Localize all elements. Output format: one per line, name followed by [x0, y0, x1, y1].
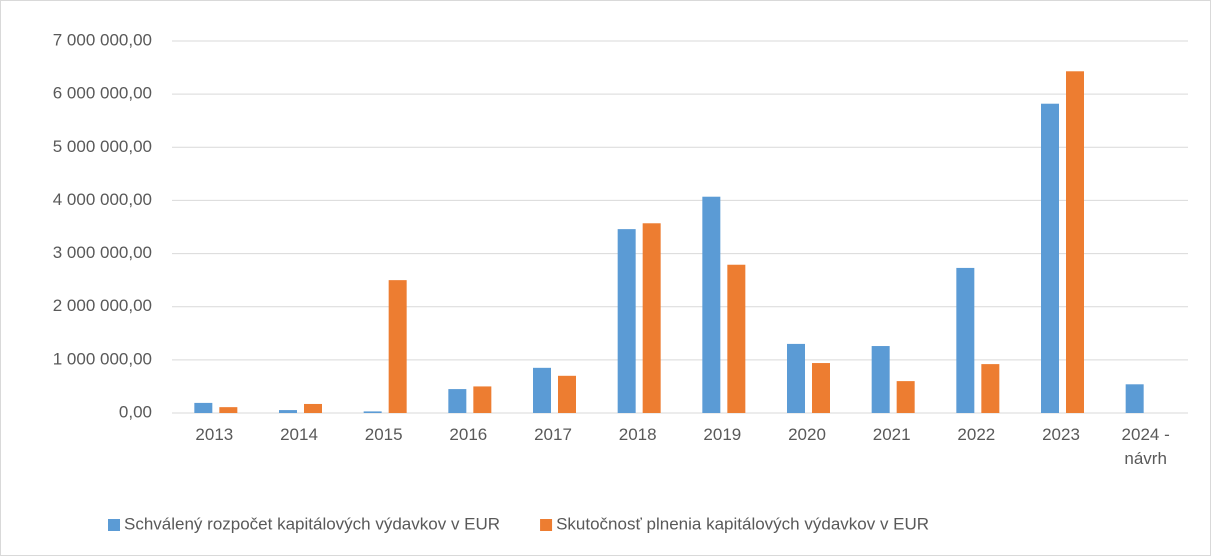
bar	[787, 343, 805, 413]
bar	[727, 264, 746, 413]
bar	[533, 367, 551, 413]
legend-label: Schválený rozpočet kapitálových výdavkov…	[124, 514, 500, 533]
y-tick-label: 1 000 000,00	[53, 349, 152, 368]
bar	[812, 363, 830, 413]
x-tick-label: 2016	[449, 425, 488, 444]
y-tick-label: 7 000 000,00	[53, 30, 152, 49]
y-tick-label: 4 000 000,00	[53, 190, 152, 209]
x-tick-label: 2019	[703, 425, 742, 444]
bar	[617, 229, 636, 413]
bar	[1041, 103, 1059, 414]
bar	[896, 381, 915, 413]
bar	[304, 403, 322, 413]
bar	[279, 410, 297, 413]
bar	[194, 402, 213, 413]
bar	[219, 407, 238, 413]
legend-label: Skutočnosť plnenia kapitálových výdavkov…	[556, 514, 929, 533]
x-tick-label: 2020	[788, 425, 826, 444]
x-tick-label: 2015	[364, 425, 403, 444]
y-tick-label: 2 000 000,00	[53, 296, 152, 315]
x-tick-label: 2017	[534, 425, 572, 444]
bar	[981, 364, 1000, 413]
bar	[473, 386, 492, 413]
x-tick-label: 2013	[195, 425, 234, 444]
legend-swatch	[108, 519, 120, 531]
x-tick-label: 2022	[957, 425, 996, 444]
y-tick-label: 3 000 000,00	[53, 243, 152, 262]
legend-swatch	[540, 519, 553, 531]
bar	[1125, 384, 1144, 413]
bar	[363, 411, 382, 413]
bar	[388, 280, 407, 413]
x-tick-label: 2023	[1042, 425, 1080, 444]
y-tick-label: 5 000 000,00	[53, 137, 152, 156]
bar	[642, 223, 661, 413]
bar	[558, 375, 576, 413]
y-tick-label: 0,00	[119, 402, 152, 421]
x-tick-label: 2018	[618, 425, 657, 444]
x-tick-label: 2014	[280, 425, 318, 444]
bar	[871, 346, 890, 413]
x-tick-label: 2024 - návrh	[1121, 425, 1170, 468]
bar	[448, 389, 467, 413]
x-tick-label: 2021	[872, 425, 911, 444]
bar	[702, 196, 721, 413]
bar	[1066, 71, 1084, 413]
y-tick-label: 6 000 000,00	[53, 84, 152, 103]
bar	[956, 267, 975, 413]
